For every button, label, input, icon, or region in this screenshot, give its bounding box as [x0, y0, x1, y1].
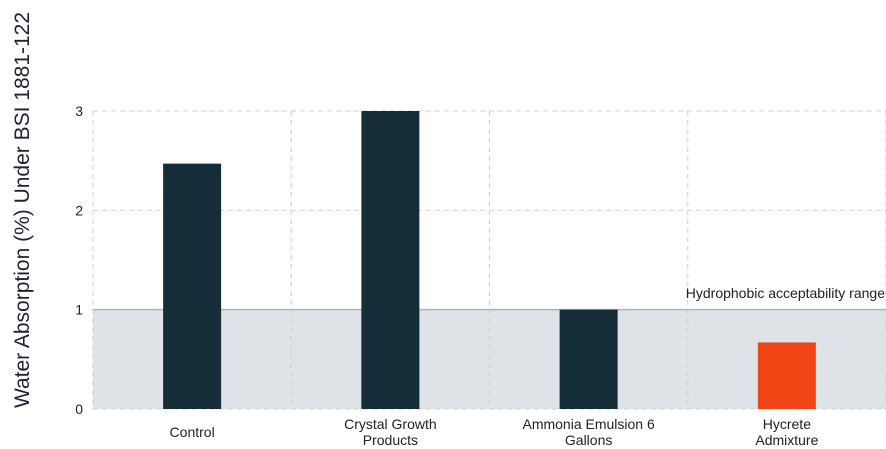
band-label: Hydrophobic acceptability range [686, 285, 885, 301]
y-tick-label-2: 2 [75, 202, 83, 218]
bar-2 [559, 309, 618, 409]
x-category-label-1: Crystal Growth Products [344, 416, 437, 448]
bar-1 [361, 111, 420, 409]
y-axis-ticks: 0 1 2 3 [75, 103, 83, 417]
grid [92, 110, 886, 410]
x-category-label-2: Ammonia Emulsion 6 Gallons [522, 416, 654, 448]
bars [163, 111, 816, 409]
x-category-label-3: Hycrete Admixture [755, 416, 818, 448]
y-tick-label-0: 0 [75, 401, 83, 417]
y-tick-label-1: 1 [75, 302, 83, 318]
bar-0 [163, 163, 222, 409]
x-category-label-0: Control [170, 424, 215, 440]
y-tick-label-3: 3 [75, 103, 83, 119]
bar-3 [757, 342, 816, 409]
y-axis-title: Water Absorption (%) Under BSI 1881-122 [11, 12, 34, 408]
x-axis-labels: Control Crystal Growth Products Ammonia Emu… [170, 416, 819, 448]
